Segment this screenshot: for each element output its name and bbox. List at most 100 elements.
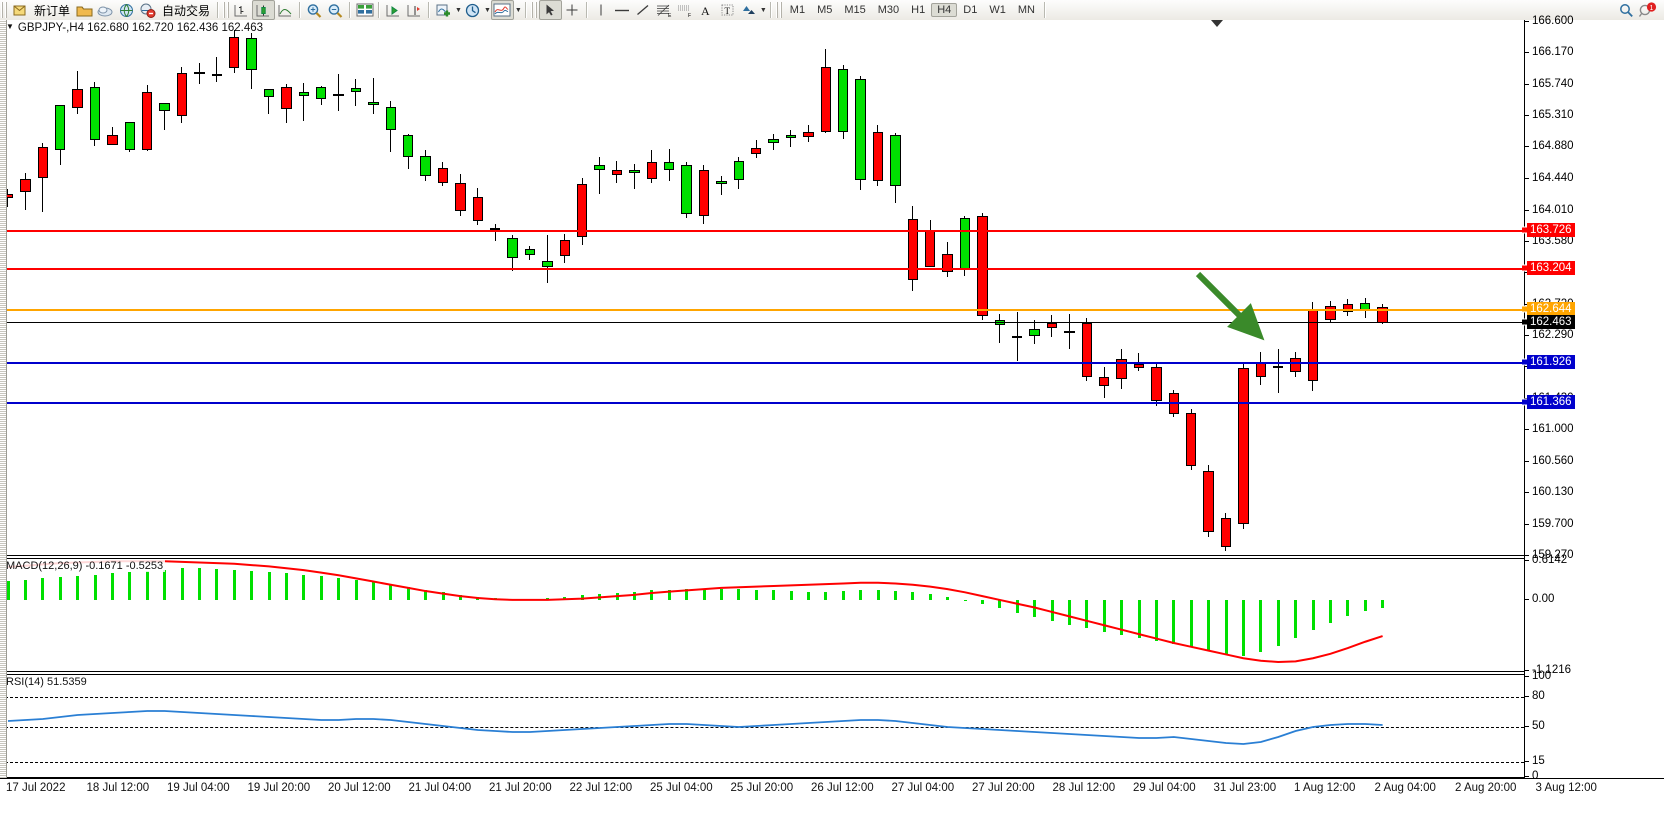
macd-histogram-bar <box>876 590 880 600</box>
timeframe-mn[interactable]: MN <box>1017 4 1035 16</box>
cloud-icon[interactable] <box>95 1 116 19</box>
macd-pane[interactable]: MACD(12,26,9) -0.1671 -0.5253 <box>0 558 1524 672</box>
channel-icon[interactable]: F <box>675 1 696 19</box>
resistance-line-1-tag[interactable]: 163.726 <box>1527 223 1575 238</box>
new-order-label[interactable]: 新订单 <box>34 3 71 18</box>
time-axis-label: 25 Jul 20:00 <box>730 782 794 794</box>
timeframe-h1[interactable]: H1 <box>911 4 926 16</box>
candle <box>664 20 675 555</box>
toolbar-grip-3[interactable] <box>530 2 537 18</box>
notification-icon[interactable]: 1 <box>1637 1 1658 19</box>
vertical-line-icon[interactable] <box>591 1 612 19</box>
chart-left-grip[interactable] <box>0 20 7 778</box>
svg-text:T: T <box>724 6 730 16</box>
candle <box>611 20 623 555</box>
rsi-level-line <box>0 727 1524 728</box>
period-icon[interactable] <box>462 1 483 19</box>
macd-histogram-bar <box>6 580 10 600</box>
expert-advisor-icon[interactable] <box>137 1 158 19</box>
support-line-2-tag[interactable]: 161.366 <box>1527 395 1575 410</box>
price-pane[interactable] <box>0 20 1524 556</box>
candlestick-chart-icon[interactable] <box>252 0 276 20</box>
price-axis[interactable]: 166.600 166.170 165.740 165.310 164.880 164.4… <box>1521 15 1664 782</box>
support-line-1-tag[interactable]: 161.926 <box>1527 354 1575 369</box>
toolbar-separator-4 <box>378 2 381 18</box>
globe-icon[interactable] <box>116 1 137 19</box>
macd-histogram-bar <box>41 578 45 600</box>
resistance-line-1[interactable] <box>0 230 1524 233</box>
horizontal-line-icon[interactable] <box>612 1 633 19</box>
label-icon[interactable]: T <box>717 1 738 19</box>
macd-histogram-bar <box>163 569 167 600</box>
resistance-line-2[interactable] <box>0 268 1524 271</box>
price-tick-label: 161.000 <box>1532 422 1574 435</box>
macd-histogram-bar <box>319 576 323 600</box>
chevron-down-icon-2[interactable]: ▼ <box>483 6 491 14</box>
macd-histogram-bar <box>23 579 27 600</box>
candle <box>577 20 588 555</box>
current-price-line-tag[interactable]: 162.463 <box>1527 315 1575 330</box>
time-axis-label: 2 Aug 04:00 <box>1374 782 1436 794</box>
chevron-down-icon-4[interactable]: ▼ <box>759 6 767 14</box>
time-axis[interactable]: 17 Jul 2022 18 Jul 12:00 19 Jul 04:00 19 Ju… <box>0 778 1664 801</box>
autotrading-label[interactable]: 自动交易 <box>162 3 211 18</box>
pivot-line-tag[interactable]: 162.644 <box>1527 302 1575 317</box>
price-tick-label: 165.310 <box>1532 108 1574 121</box>
down-arrow-annotation[interactable] <box>1194 270 1274 350</box>
macd-tick-mark <box>1525 598 1529 600</box>
candle <box>925 20 936 555</box>
macd-histogram-bar <box>371 582 375 600</box>
text-icon[interactable]: A <box>696 1 717 19</box>
chart-shift-marker[interactable] <box>1211 20 1223 27</box>
rsi-tick-label: 50 <box>1532 720 1545 732</box>
chart-area[interactable]: ▼ GBPJPY-,H4 162.680 162.720 162.436 162.… <box>0 15 1664 838</box>
crosshair-icon[interactable] <box>562 1 583 19</box>
grid-icon[interactable] <box>354 1 375 19</box>
fibonacci-icon[interactable]: E <box>654 1 675 19</box>
toolbar-grip-4[interactable] <box>775 2 782 18</box>
rsi-tick-mark <box>1525 676 1529 677</box>
toolbar-grip[interactable] <box>1 2 7 18</box>
toolbar-grip-2[interactable] <box>223 2 230 18</box>
search-icon[interactable] <box>1616 1 1637 19</box>
bar-chart-icon[interactable] <box>231 1 252 19</box>
timeframe-m30[interactable]: M30 <box>877 4 900 16</box>
macd-histogram-bar <box>1207 599 1211 651</box>
shapes-icon[interactable] <box>738 1 759 19</box>
auto-scroll-icon[interactable] <box>383 1 404 19</box>
cursor-icon[interactable] <box>538 0 562 20</box>
timeframe-m15[interactable]: M15 <box>844 4 866 16</box>
macd-histogram-bar <box>963 599 967 601</box>
new-order-button[interactable] <box>9 1 30 19</box>
timeframe-m5[interactable]: M5 <box>817 4 833 16</box>
macd-histogram-bar <box>58 577 62 600</box>
candle <box>1012 20 1023 555</box>
price-tick-label: 166.170 <box>1532 46 1574 59</box>
chart-shift-icon[interactable] <box>404 1 425 19</box>
chevron-down-icon-3[interactable]: ▼ <box>514 6 522 14</box>
timeframe-h4[interactable]: H4 <box>931 3 958 17</box>
macd-histogram-bar <box>145 570 149 600</box>
candle <box>820 20 831 555</box>
rsi-tick-mark <box>1525 761 1529 762</box>
support-line-2[interactable] <box>0 402 1524 405</box>
zoom-in-icon[interactable] <box>304 1 325 19</box>
folder-icon[interactable] <box>74 1 95 19</box>
trendline-icon[interactable] <box>633 1 654 19</box>
current-price-line[interactable] <box>0 322 1524 324</box>
chevron-down-icon[interactable]: ▼ <box>455 6 462 14</box>
timeframe-d1[interactable]: D1 <box>963 4 978 16</box>
macd-histogram-bar <box>685 589 689 600</box>
templates-icon[interactable] <box>490 0 514 20</box>
resistance-line-2-tag[interactable]: 163.204 <box>1527 261 1575 276</box>
line-chart-icon[interactable] <box>275 1 296 19</box>
chart-menu-caret-icon[interactable]: ▼ <box>6 22 14 31</box>
rsi-pane[interactable]: RSI(14) 51.5359 <box>0 674 1524 778</box>
zoom-out-icon[interactable] <box>325 1 346 19</box>
macd-histogram-bar <box>232 569 236 600</box>
support-line-1[interactable] <box>0 361 1524 364</box>
timeframe-w1[interactable]: W1 <box>989 4 1006 16</box>
pivot-line[interactable] <box>0 309 1524 312</box>
timeframe-m1[interactable]: M1 <box>789 4 806 16</box>
indicators-icon[interactable] <box>433 1 454 19</box>
